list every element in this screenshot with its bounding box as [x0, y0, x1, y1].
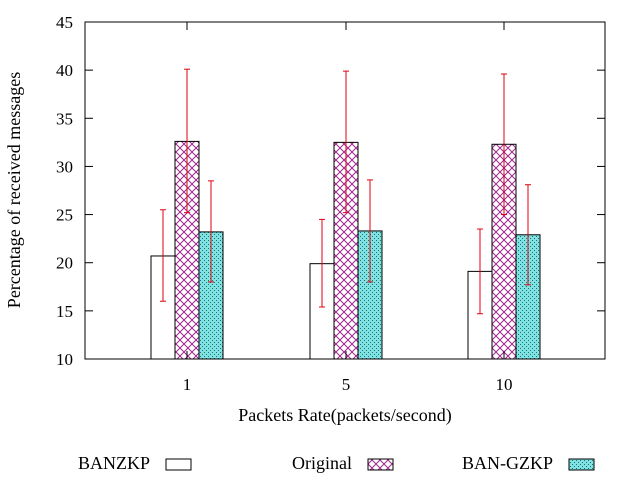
y-tick-label: 45 [56, 13, 73, 32]
y-tick-label: 20 [56, 254, 73, 273]
y-tick-label: 25 [56, 206, 73, 225]
y-tick-label: 30 [56, 157, 73, 176]
y-axis-title: Percentage of received messages [4, 72, 24, 308]
error-bar [343, 70, 349, 214]
legend-label-banzkp: BANZKP [78, 453, 150, 473]
plot-frame [84, 21, 606, 360]
x-tick-label: 10 [496, 375, 513, 394]
y-tick-label: 10 [56, 350, 73, 369]
error-bar [160, 209, 166, 302]
y-tick-label: 40 [56, 61, 73, 80]
error-bar [477, 228, 483, 315]
legend-swatch-original [367, 458, 394, 471]
legend: BANZKP Original BAN-GZKP [78, 453, 595, 473]
error-bar [367, 179, 373, 283]
x-tick-label: 5 [342, 375, 351, 394]
error-bar [501, 73, 507, 216]
y-tick-label: 15 [56, 302, 73, 321]
error-bar [208, 180, 214, 283]
legend-label-ban-gzkp: BAN-GZKP [462, 453, 553, 473]
legend-label-original: Original [292, 453, 352, 473]
error-bar [184, 68, 190, 214]
legend-swatch-banzkp [165, 458, 192, 471]
error-bar [319, 218, 325, 308]
legend-swatch-ban-gzkp [568, 458, 595, 471]
x-axis-title: Packets Rate(packets/second) [238, 405, 451, 426]
y-tick-label: 35 [56, 109, 73, 128]
x-tick-label: 1 [183, 375, 192, 394]
error-bar [525, 184, 531, 286]
